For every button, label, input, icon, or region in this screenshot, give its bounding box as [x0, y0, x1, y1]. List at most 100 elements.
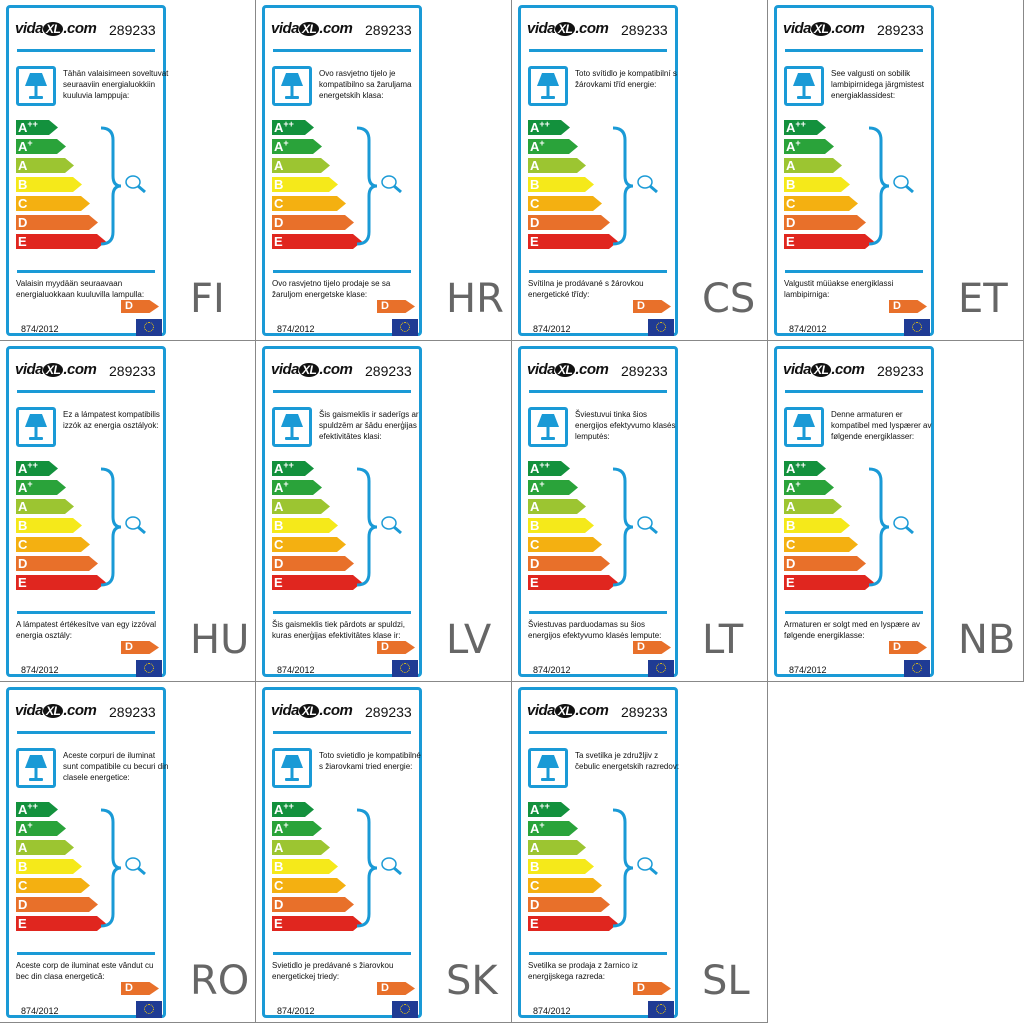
energy-class-letter: D	[274, 556, 284, 571]
language-code: ET	[958, 276, 1008, 322]
divider	[17, 390, 155, 393]
energy-class-letter: A	[530, 802, 540, 817]
energy-class-bar: E	[16, 234, 106, 249]
energy-class-letter: A	[18, 461, 28, 476]
brace-bulb-icon	[356, 126, 402, 246]
compatibility-text: Ez a lámpatest kompatibilis izzók az ene…	[63, 410, 160, 430]
energy-class-letter: A	[274, 480, 284, 495]
energy-class-letter: B	[786, 177, 796, 192]
lamp-icon	[528, 407, 568, 447]
energy-class-bar: A+	[528, 821, 578, 836]
divider	[17, 952, 155, 955]
energy-class-letter: A	[18, 821, 28, 836]
energy-class-letter: D	[786, 215, 796, 230]
eu-flag-icon	[392, 660, 418, 677]
energy-class-letter: C	[530, 878, 540, 893]
lamp-icon	[528, 748, 568, 788]
product-number: 289233	[365, 22, 412, 38]
energy-class-letter: B	[18, 518, 28, 533]
brace-bulb-icon	[100, 808, 146, 928]
regulation-number: 874/2012	[277, 665, 315, 675]
energy-class-bar: A++	[16, 802, 58, 817]
divider	[785, 611, 923, 614]
divider	[273, 49, 411, 52]
selected-class-tag: D	[377, 641, 415, 654]
language-code: LV	[446, 617, 492, 663]
selected-class-tag: D	[889, 641, 927, 654]
lamp-icon	[16, 748, 56, 788]
language-code: CS	[702, 276, 756, 322]
energy-class-bar: C	[784, 196, 858, 211]
eu-flag-icon	[392, 1001, 418, 1018]
compatibility-text: Denne armaturen er kompatibel med lyspær…	[831, 410, 932, 441]
selected-class-tag: D	[633, 982, 671, 995]
empty-cell	[768, 682, 1024, 1023]
label-panel-hu: vida XL .com 289233 Ez a lámpatest kompati…	[0, 341, 256, 682]
brand-logo: vida XL .com	[271, 361, 353, 378]
divider	[529, 952, 667, 955]
energy-class-letter: A	[530, 461, 540, 476]
sold-with-text: Aceste corp de iluminat este vândut cu b…	[16, 961, 154, 981]
energy-class-bar: C	[272, 537, 346, 552]
product-number: 289233	[877, 22, 924, 38]
energy-class-bar: A	[528, 158, 586, 173]
energy-class-bar: A+	[272, 480, 322, 495]
brand-logo: vida XL .com	[783, 361, 865, 378]
divider	[273, 390, 411, 393]
regulation-number: 874/2012	[789, 324, 827, 334]
energy-class-bar: A++	[272, 461, 314, 476]
energy-class-bar: B	[528, 177, 594, 192]
energy-class-letter: B	[530, 859, 540, 874]
brace-bulb-icon	[868, 467, 914, 587]
language-code: HR	[446, 276, 504, 322]
eu-flag-icon	[904, 319, 930, 336]
energy-class-letter: C	[18, 196, 28, 211]
energy-class-letter: D	[18, 215, 28, 230]
energy-class-bar: A	[528, 499, 586, 514]
energy-class-bar: E	[528, 916, 618, 931]
energy-class-bar: A++	[528, 461, 570, 476]
divider	[273, 611, 411, 614]
energy-label: vida XL .com 289233 Toto svítidlo je kompa…	[518, 5, 678, 336]
energy-class-bar: A++	[272, 802, 314, 817]
energy-class-letter: D	[274, 215, 284, 230]
energy-class-bar: A	[784, 499, 842, 514]
energy-class-letter: D	[786, 556, 796, 571]
label-panel-lv: vida XL .com 289233 Šis gaismeklis ir sade…	[256, 341, 512, 682]
label-panel-ro: vida XL .com 289233 Aceste corpuri de ilum…	[0, 682, 256, 1023]
brace-bulb-icon	[100, 126, 146, 246]
lamp-icon	[272, 748, 312, 788]
energy-class-bar: A+	[272, 821, 322, 836]
divider	[17, 49, 155, 52]
energy-class-bar: A+	[528, 480, 578, 495]
energy-class-bar: A+	[784, 480, 834, 495]
label-panel-et: vida XL .com 289233 See valgusti on sobili…	[768, 0, 1024, 341]
energy-class-letter: D	[530, 897, 540, 912]
energy-class-bar: D	[528, 215, 610, 230]
sold-with-text: Armaturen er solgt med en lyspære av føl…	[784, 620, 921, 640]
energy-class-plus: ++	[27, 801, 38, 811]
energy-class-letter: A	[18, 499, 28, 514]
energy-label: vida XL .com 289233 Aceste corpuri de ilum…	[6, 687, 168, 1018]
sold-with-text: Ovo rasvjetno tijelo prodaje se sa žarul…	[272, 279, 391, 299]
brand-logo: vida XL .com	[15, 20, 97, 37]
divider	[785, 49, 923, 52]
product-number: 289233	[365, 704, 412, 720]
product-number: 289233	[109, 22, 156, 38]
energy-class-bar: E	[528, 234, 618, 249]
energy-class-letter: A	[274, 499, 284, 514]
energy-class-bar: A	[272, 158, 330, 173]
energy-class-bar: B	[272, 859, 338, 874]
language-code: NB	[958, 617, 1016, 663]
energy-class-bar: B	[784, 177, 850, 192]
brand-logo: vida XL .com	[271, 702, 353, 719]
compatibility-text: Šis gaismeklis ir saderīgs ar spuldzēm a…	[319, 410, 419, 441]
energy-class-letter: A	[786, 461, 796, 476]
energy-class-bar: A++	[528, 802, 570, 817]
eu-flag-icon	[648, 660, 674, 677]
energy-class-bar: A	[784, 158, 842, 173]
energy-class-letter: C	[530, 537, 540, 552]
energy-class-letter: A	[274, 158, 284, 173]
energy-class-letter: B	[18, 859, 28, 874]
